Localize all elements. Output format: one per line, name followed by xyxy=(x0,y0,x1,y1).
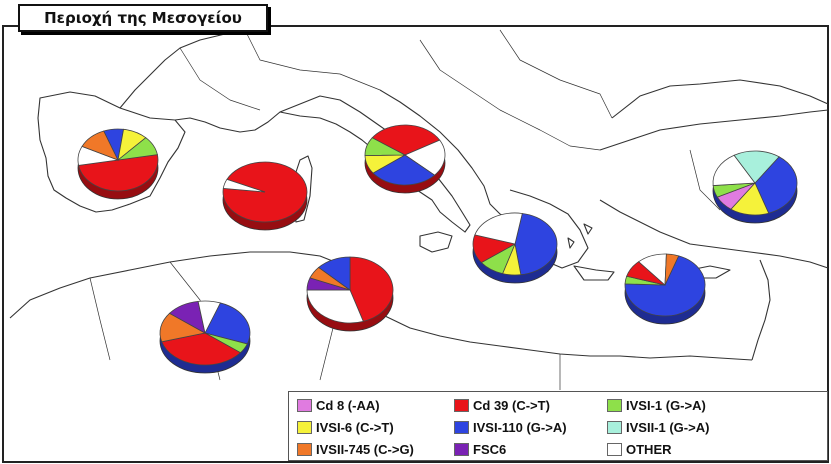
pie-charts xyxy=(77,124,798,374)
pie-slice xyxy=(161,332,242,366)
pie-slice xyxy=(204,302,251,345)
legend-item-ivsii1: IVSII-1 (G->A) xyxy=(607,418,709,436)
pie-italy xyxy=(364,124,446,194)
pie-sardinia xyxy=(222,161,308,231)
legend-swatch xyxy=(297,420,312,434)
legend-item-cd39: Cd 39 (C->T) xyxy=(454,396,550,414)
pie-slice xyxy=(306,289,364,324)
pie-slice xyxy=(371,124,441,156)
pie-slice xyxy=(754,156,798,214)
legend-label: IVSI-110 (G->A) xyxy=(473,419,567,435)
pie-slice xyxy=(222,178,266,193)
pie-slice xyxy=(664,253,680,286)
pie-slice xyxy=(372,154,436,186)
map-title: Περιοχή της Μεσογείου xyxy=(18,4,268,32)
legend-item-ivsi6: IVSI-6 (C->T) xyxy=(297,418,394,436)
pie-slice xyxy=(317,256,351,291)
pie-slice xyxy=(712,154,756,186)
legend-label: Cd 39 (C->T) xyxy=(473,397,550,413)
pie-slice xyxy=(474,212,523,245)
pie-slice xyxy=(624,255,706,317)
legend-item-ivsi110: IVSI-110 (G->A) xyxy=(454,418,567,436)
legend-label: FSC6 xyxy=(473,441,507,457)
legend: Cd 8 (-AA) Cd 39 (C->T) IVSI-1 (G->A) IV… xyxy=(288,391,828,461)
legend-swatch xyxy=(607,420,622,434)
pie-slice xyxy=(733,150,780,184)
pie-slice xyxy=(116,137,158,161)
legend-item-ivsi1: IVSI-1 (G->A) xyxy=(607,396,706,414)
legend-swatch xyxy=(454,398,469,412)
pie-slice xyxy=(514,213,558,276)
pie-slice xyxy=(78,154,159,192)
map-frame xyxy=(2,25,829,463)
legend-label: Cd 8 (-AA) xyxy=(316,397,380,413)
legend-swatch xyxy=(454,442,469,456)
legend-item-fsc6: FSC6 xyxy=(454,440,506,458)
pie-cyprus xyxy=(624,253,706,325)
pie-greece xyxy=(472,212,558,284)
legend-swatch xyxy=(297,442,312,456)
pie-slice xyxy=(349,256,394,322)
pie-slice xyxy=(197,300,221,335)
legend-label: IVSII-1 (G->A) xyxy=(626,419,710,435)
legend-label: OTHER xyxy=(626,441,672,457)
pie-iberia xyxy=(77,128,159,200)
legend-swatch xyxy=(297,398,312,412)
legend-label: IVSI-6 (C->T) xyxy=(316,419,394,435)
legend-item-cd8: Cd 8 (-AA) xyxy=(297,396,380,414)
pie-turkey xyxy=(712,150,798,224)
legend-swatch xyxy=(607,398,622,412)
legend-swatch xyxy=(607,442,622,456)
legend-swatch xyxy=(454,420,469,434)
legend-item-other: OTHER xyxy=(607,440,672,458)
legend-label: IVSI-1 (G->A) xyxy=(626,397,706,413)
legend-item-ivsii745: IVSII-745 (C->G) xyxy=(297,440,414,458)
pie-algeria xyxy=(159,300,251,374)
pie-tunisia xyxy=(306,256,394,332)
legend-label: IVSII-745 (C->G) xyxy=(316,441,414,457)
pie-slice xyxy=(404,139,446,176)
pie-slice xyxy=(364,137,406,156)
